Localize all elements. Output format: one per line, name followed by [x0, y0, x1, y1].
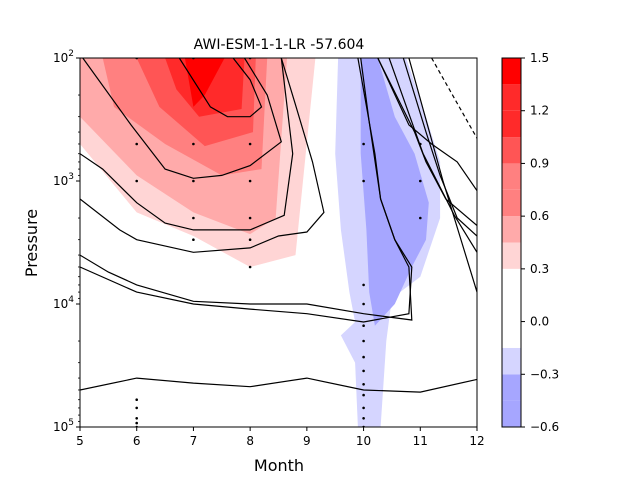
x-tick-label-8: 8	[246, 434, 254, 448]
colorbar-swatch-10	[502, 137, 521, 164]
stipple-dot-13	[192, 216, 195, 220]
stipple-dot-15	[419, 216, 422, 220]
stipple-dot-33	[135, 421, 138, 425]
colorbar-swatch-6	[502, 242, 521, 269]
y-tick-label-2: 102	[53, 49, 74, 65]
colorbar-swatch-13	[502, 58, 521, 85]
stipple-dot-22	[362, 339, 365, 343]
plot-frame	[79, 57, 478, 428]
y-tick-label-5: 105	[53, 418, 74, 434]
contour-line-6	[80, 377, 477, 393]
stipple-dot-10	[248, 179, 252, 183]
contour-line-9	[377, 58, 477, 192]
colorbar-swatch-7	[502, 216, 521, 243]
y-tick-label-3: 103	[53, 172, 74, 188]
colorbar-tick-label-0: −0.6	[530, 420, 559, 434]
stipple-dot-32	[135, 417, 138, 420]
stipple-dot-11	[362, 179, 365, 183]
stipple-dot-25	[362, 383, 365, 386]
stipple-dot-28	[362, 417, 365, 420]
stipple-dot-20	[362, 302, 365, 306]
contour-line-7	[377, 58, 477, 226]
contour-line-1	[82, 58, 282, 179]
colorbar: −0.6 −0.3 0.0 0.3 0.6 0.9 1.2 1.5	[501, 51, 559, 434]
stipple-dot-16	[192, 238, 195, 241]
contour-line-2	[80, 58, 294, 231]
x-axis-label: Month	[254, 456, 304, 475]
contour-line-12	[431, 58, 477, 139]
colorbar-tick-label-3: 0.3	[530, 262, 549, 276]
contour-line-8	[402, 58, 477, 237]
contour-line-5	[80, 58, 413, 323]
significance-stippling	[135, 58, 422, 427]
x-tick-label-9: 9	[303, 434, 311, 448]
contour-lines	[80, 58, 477, 393]
colorbar-swatch-12	[502, 84, 521, 111]
x-tick-label-12: 12	[469, 434, 484, 448]
colorbar-tick-label-5: 0.9	[530, 156, 549, 170]
filled-contours	[80, 58, 441, 427]
colorbar-swatch-8	[502, 189, 521, 217]
colorbar-swatch-11	[502, 110, 521, 138]
stipple-dot-27	[362, 406, 365, 410]
contour-line-4	[80, 58, 413, 321]
stipple-dot-30	[135, 398, 138, 402]
colorbar-swatch-9	[502, 163, 521, 190]
x-axis-ticks: 5 6 7 8 9 10 11 12	[76, 427, 485, 448]
contour-line-3	[80, 58, 325, 253]
stipple-dot-5	[248, 142, 252, 146]
stipple-dot-4	[192, 142, 195, 146]
colorbar-tick-label-1: −0.3	[530, 367, 559, 381]
stipple-dot-18	[248, 265, 252, 269]
contour-line-0	[178, 58, 263, 118]
stipple-dot-7	[419, 142, 422, 146]
colorbar-frame	[501, 57, 522, 428]
stipple-dot-3	[135, 142, 138, 146]
stipple-dot-21	[362, 324, 365, 328]
x-tick-label-7: 7	[190, 434, 198, 448]
stipple-dot-23	[362, 355, 365, 359]
colorbar-tick-label-7: 1.5	[530, 51, 549, 65]
stipple-dot-31	[135, 406, 138, 410]
colorbar-swatch-0	[502, 400, 521, 427]
colorbar-tick-label-4: 0.6	[530, 209, 549, 223]
x-tick-label-5: 5	[76, 434, 84, 448]
stipple-dot-17	[248, 238, 252, 241]
y-axis-ticks: 102 103 104 105	[53, 49, 80, 434]
stipple-dot-12	[419, 179, 422, 183]
contour-line-11	[408, 58, 477, 293]
stipple-dot-19	[362, 283, 365, 287]
x-tick-label-10: 10	[356, 434, 371, 448]
stipple-dot-24	[362, 369, 365, 373]
colorbar-tick-label-2: 0.0	[530, 315, 549, 329]
chart-title: AWI-ESM-1-1-LR -57.604	[194, 37, 365, 53]
colorbar-swatch-3	[502, 321, 521, 348]
colorbar-swatch-5	[502, 268, 521, 296]
filled-region-pos-1.2	[184, 58, 225, 107]
stipple-dot-6	[362, 142, 365, 146]
x-tick-label-6: 6	[133, 434, 141, 448]
colorbar-swatch-4	[502, 295, 521, 322]
colorbar-swatch-2	[502, 347, 521, 375]
filled-region-neg-0.45	[360, 58, 429, 326]
stipple-dot-8	[135, 179, 138, 183]
y-axis-label: Pressure	[22, 209, 41, 277]
stipple-dot-9	[192, 179, 195, 183]
colorbar-tick-label-6: 1.2	[530, 104, 549, 118]
stipple-dot-26	[362, 393, 365, 397]
contour-line-10	[388, 58, 477, 253]
y-tick-label-4: 104	[53, 295, 74, 311]
colorbar-swatch-1	[502, 374, 521, 401]
x-tick-label-11: 11	[413, 434, 428, 448]
stipple-dot-14	[248, 216, 252, 220]
